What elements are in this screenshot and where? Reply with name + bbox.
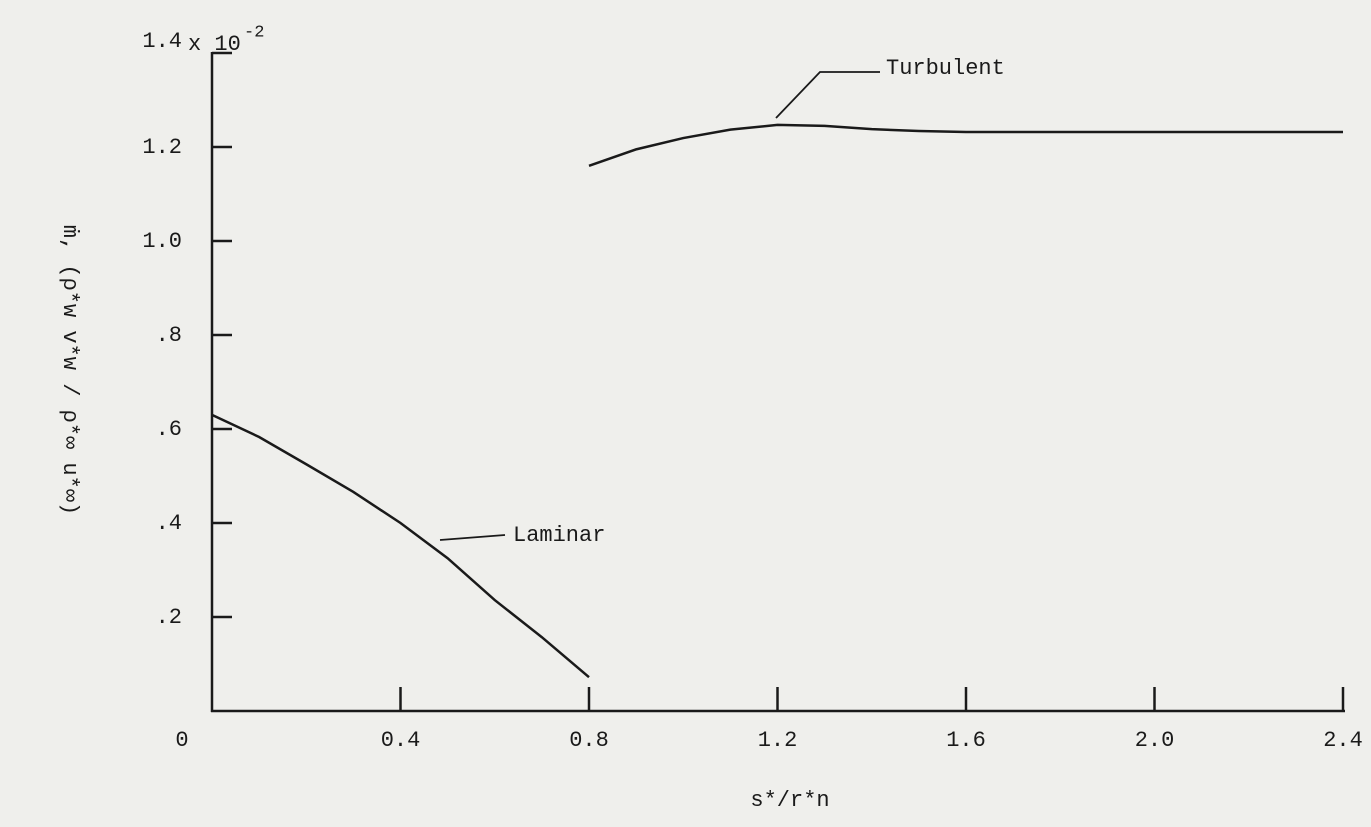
y-tick-label: .2 [156,605,182,630]
y-tick-label: 1.4 [142,29,182,54]
leader-line [775,71,880,119]
series-label: Laminar [513,523,605,548]
x-tick-label: 0.4 [381,728,421,753]
x-tick-label: 1.2 [758,728,798,753]
x-tick-label: 1.6 [946,728,986,753]
y-tick-label: .8 [156,323,182,348]
x-tick-label: 0.8 [569,728,609,753]
x-tick-label: 2.4 [1323,728,1363,753]
series-label: Turbulent [886,56,1005,81]
x-tick-label: 2.0 [1135,728,1175,753]
line [588,123,1343,167]
y-axis-label: ṁ, (ρ*w v*w / ρ*∞ u*∞) [57,225,82,515]
y-tick-label: .6 [156,417,182,442]
line [211,413,590,679]
y-tick-label: .4 [156,511,182,536]
y-tick-label: 1.2 [142,135,182,160]
multiplier-exponent: -2 [244,23,264,42]
x-axis-label: s*/r*n [750,788,829,813]
x-tick-label: 0 [175,728,188,753]
leader-line [439,534,506,541]
y-tick-label: 1.0 [142,229,182,254]
